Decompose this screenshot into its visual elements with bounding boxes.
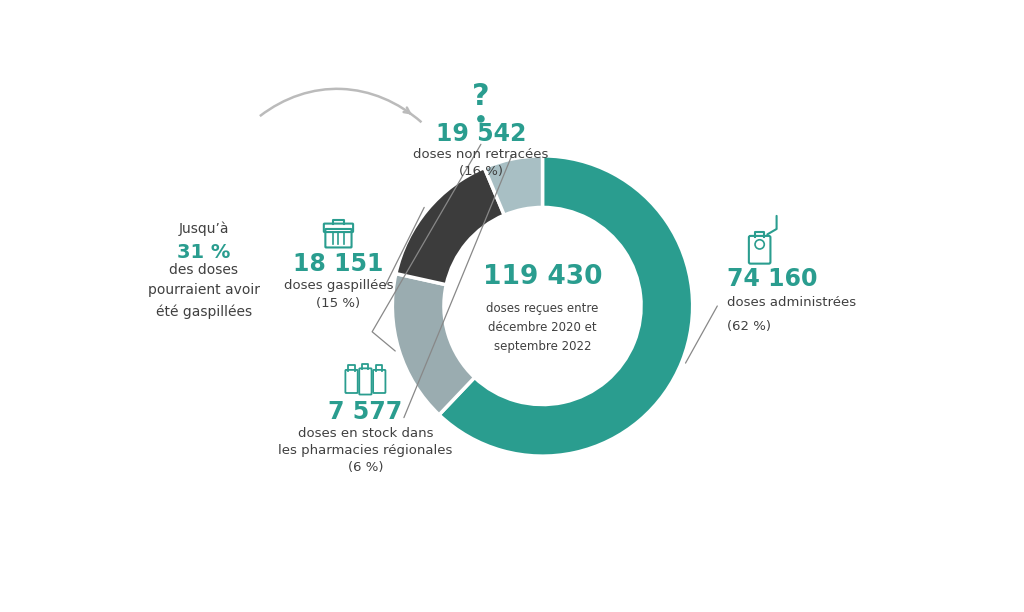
Circle shape <box>478 116 484 122</box>
Text: doses en stock dans: doses en stock dans <box>298 427 433 440</box>
Text: 74 160: 74 160 <box>727 267 817 291</box>
Text: Jusqu’à: Jusqu’à <box>178 222 229 236</box>
Wedge shape <box>439 156 692 456</box>
Text: doses gaspillées: doses gaspillées <box>284 278 393 292</box>
Text: 31 %: 31 % <box>177 242 230 261</box>
Text: (15 %): (15 %) <box>316 297 360 310</box>
Wedge shape <box>396 168 504 285</box>
Text: doses reçues entre
décembre 2020 et
septembre 2022: doses reçues entre décembre 2020 et sept… <box>486 302 599 353</box>
Text: des doses
pourraient avoir
été gaspillées: des doses pourraient avoir été gaspillée… <box>147 263 260 319</box>
Text: 119 430: 119 430 <box>482 264 602 289</box>
Text: 18 151: 18 151 <box>293 252 384 275</box>
Text: ?: ? <box>472 82 489 111</box>
Wedge shape <box>392 274 474 415</box>
Text: 19 542: 19 542 <box>436 122 526 146</box>
Text: (62 %): (62 %) <box>727 320 770 334</box>
Text: doses non retracées: doses non retracées <box>414 147 549 161</box>
Text: (16 %): (16 %) <box>459 165 503 177</box>
Text: 7 577: 7 577 <box>329 400 402 424</box>
Text: les pharmacies régionales: les pharmacies régionales <box>279 444 453 457</box>
Text: doses administrées: doses administrées <box>727 296 856 310</box>
Text: (6 %): (6 %) <box>348 461 383 474</box>
Wedge shape <box>484 156 543 215</box>
